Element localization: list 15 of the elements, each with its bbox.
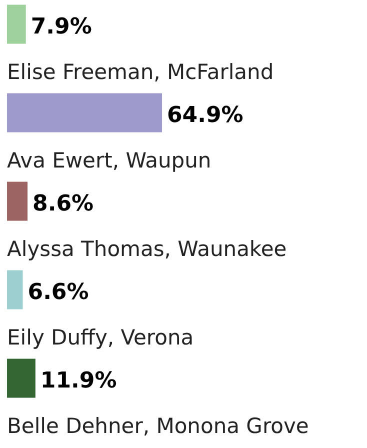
y-tick-label: Alyssa Thomas, Waunakee <box>7 236 287 261</box>
bar <box>7 270 23 310</box>
data-label: 8.6% <box>32 191 94 216</box>
data-label: 6.6% <box>28 280 89 305</box>
data-label: 64.9% <box>167 102 244 128</box>
bar <box>7 93 162 132</box>
data-label: 7.9% <box>30 14 92 40</box>
bar <box>7 182 28 221</box>
y-tick-label: Elise Freeman, McFarland <box>7 60 274 84</box>
bar <box>7 358 36 398</box>
bar <box>7 4 26 44</box>
y-tick-label: Belle Dehner, Monona Grove <box>7 414 309 438</box>
data-label: 11.9% <box>40 368 117 394</box>
y-tick-label: Ava Ewert, Waupun <box>7 148 212 172</box>
y-tick-label: Eily Duffy, Verona <box>7 325 194 350</box>
